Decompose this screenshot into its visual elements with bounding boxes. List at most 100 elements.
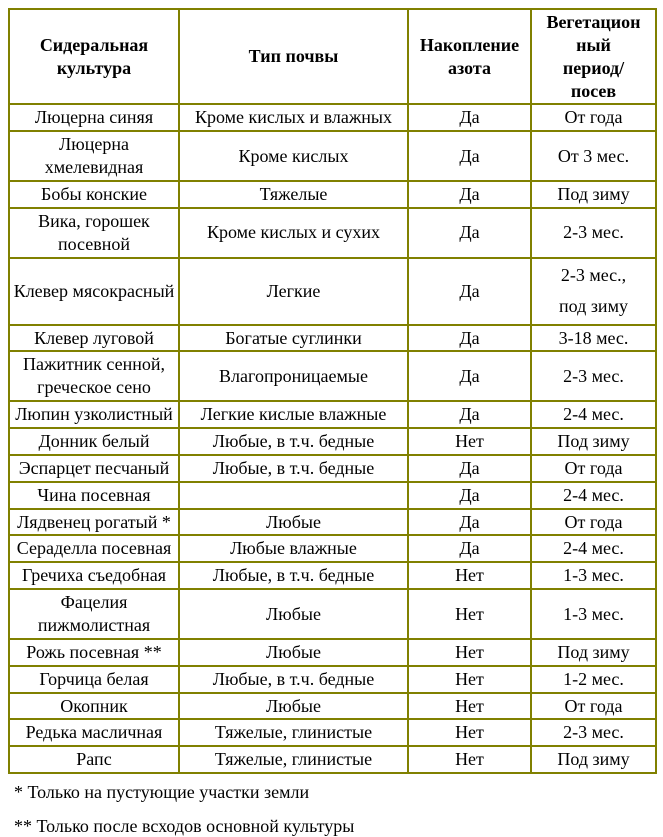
cell-period: 3-18 мес. [530,323,657,353]
cell-crop: Лядвенец рогатый * [8,507,180,537]
cell-nitrogen: Нет [407,637,532,667]
cell-soil: Любые [178,507,409,537]
cell-crop: Окопник [8,691,180,721]
cell-nitrogen: Да [407,507,532,537]
table-row: Вика, горошек посевной Кроме кислых и су… [8,206,657,259]
cell-crop: Люцерна синяя [8,103,180,133]
cell-soil: Любые [178,637,409,667]
cell-soil: Любые, в т.ч. бедные [178,427,409,456]
cell-period: 2-3 мес., под зиму [530,256,657,326]
cell-crop: Пажитник сенной, греческое сено [8,350,180,403]
cell-soil: Любые, в т.ч. бедные [178,561,409,591]
header-soil-type: Тип почвы [178,7,409,106]
cell-crop: Вика, горошек посевной [8,206,180,259]
table-header-row: Сидеральная культура Тип почвы Накоплени… [8,7,657,106]
cell-nitrogen: Да [407,400,532,430]
table-row: Фацелия пижмолистная Любые Нет 1-3 мес. [8,588,657,640]
header-vegetation-period: Вегетацион ный период/ посев [530,7,657,106]
table-row: Гречиха съедобная Любые, в т.ч. бедные Н… [8,561,657,591]
footnote-single-asterisk: * Только на пустующие участки земли [14,782,310,803]
table-row: Чина посевная Да 2-4 мес. [8,480,657,510]
table-row: Люцерна хмелевидная Кроме кислых Да От 3… [8,130,657,183]
cell-crop: Люцерна хмелевидная [8,130,180,183]
cell-soil: Влагопроницаемые [178,350,409,403]
cell-nitrogen: Да [407,534,532,564]
cell-nitrogen: Да [407,323,532,353]
table-row: Клевер луговой Богатые суглинки Да 3-18 … [8,323,657,353]
cell-period: 1-2 мес. [530,664,657,694]
cell-nitrogen: Да [407,130,532,183]
table-row: Пажитник сенной, греческое сено Влагопро… [8,350,657,403]
cell-nitrogen: Нет [407,691,532,721]
cell-nitrogen: Нет [407,664,532,694]
cell-period: От года [530,507,657,537]
cell-soil: Кроме кислых и влажных [178,103,409,133]
cell-crop: Гречиха съедобная [8,561,180,591]
cell-nitrogen: Да [407,256,532,326]
cell-crop: Чина посевная [8,480,180,510]
cell-crop: Редька масличная [8,718,180,748]
cell-period: 2-4 мес. [530,534,657,564]
table-row: Сераделла посевная Любые влажные Да 2-4 … [8,534,657,564]
cell-nitrogen: Нет [407,745,532,775]
cell-soil: Богатые суглинки [178,323,409,353]
table-row: Люцерна синяя Кроме кислых и влажных Да … [8,103,657,133]
cell-soil: Любые, в т.ч. бедные [178,664,409,694]
header-crop: Сидеральная культура [8,7,180,106]
cell-crop: Донник белый [8,427,180,456]
cell-period: 2-3 мес. [530,206,657,259]
cell-soil: Тяжелые, глинистые [178,718,409,748]
cell-nitrogen: Нет [407,427,532,456]
footnote-double-asterisk: ** Только после всходов основной культур… [14,815,355,836]
cell-crop: Горчица белая [8,664,180,694]
table-row: Рожь посевная ** Любые Нет Под зиму [8,637,657,667]
cell-soil: Тяжелые, глинистые [178,745,409,775]
cell-soil: Кроме кислых и сухих [178,206,409,259]
cell-period: От года [530,453,657,483]
cell-period: Под зиму [530,427,657,456]
cell-soil: Легкие [178,256,409,326]
table-row: Донник белый Любые, в т.ч. бедные Нет По… [8,427,657,456]
green-manure-table: Сидеральная культура Тип почвы Накоплени… [8,7,657,775]
cell-period: Под зиму [530,745,657,775]
cell-period: От 3 мес. [530,130,657,183]
cell-crop: Фацелия пижмолистная [8,588,180,640]
cell-period: От года [530,691,657,721]
cell-period: 2-3 мес. [530,718,657,748]
table-row: Редька масличная Тяжелые, глинистые Нет … [8,718,657,748]
cell-crop: Рапс [8,745,180,775]
table-row: Люпин узколистный Легкие кислые влажные … [8,400,657,430]
cell-period: Под зиму [530,637,657,667]
cell-nitrogen: Да [407,103,532,133]
cell-soil: Тяжелые [178,180,409,209]
footnotes: * Только на пустующие участки земли ** Т… [14,781,655,837]
cell-period: 2-3 мес. [530,350,657,403]
cell-crop: Бобы конские [8,180,180,209]
cell-nitrogen: Нет [407,718,532,748]
cell-nitrogen: Да [407,453,532,483]
cell-soil: Любые [178,691,409,721]
cell-nitrogen: Да [407,206,532,259]
cell-nitrogen: Да [407,480,532,510]
cell-nitrogen: Нет [407,561,532,591]
header-nitrogen: Накопление азота [407,7,532,106]
cell-crop: Клевер мясокрасный [8,256,180,326]
cell-soil: Кроме кислых [178,130,409,183]
cell-period: 1-3 мес. [530,561,657,591]
table-row: Эспарцет песчаный Любые, в т.ч. бедные Д… [8,453,657,483]
cell-period: От года [530,103,657,133]
cell-crop: Эспарцет песчаный [8,453,180,483]
cell-soil: Любые, в т.ч. бедные [178,453,409,483]
cell-nitrogen: Да [407,180,532,209]
table-row: Окопник Любые Нет От года [8,691,657,721]
cell-period: 2-4 мес. [530,480,657,510]
cell-nitrogen: Нет [407,588,532,640]
cell-soil: Любые [178,588,409,640]
cell-soil: Легкие кислые влажные [178,400,409,430]
cell-soil: Любые влажные [178,534,409,564]
cell-crop: Рожь посевная ** [8,637,180,667]
cell-crop: Сераделла посевная [8,534,180,564]
cell-nitrogen: Да [407,350,532,403]
table-row: Рапс Тяжелые, глинистые Нет Под зиму [8,745,657,775]
